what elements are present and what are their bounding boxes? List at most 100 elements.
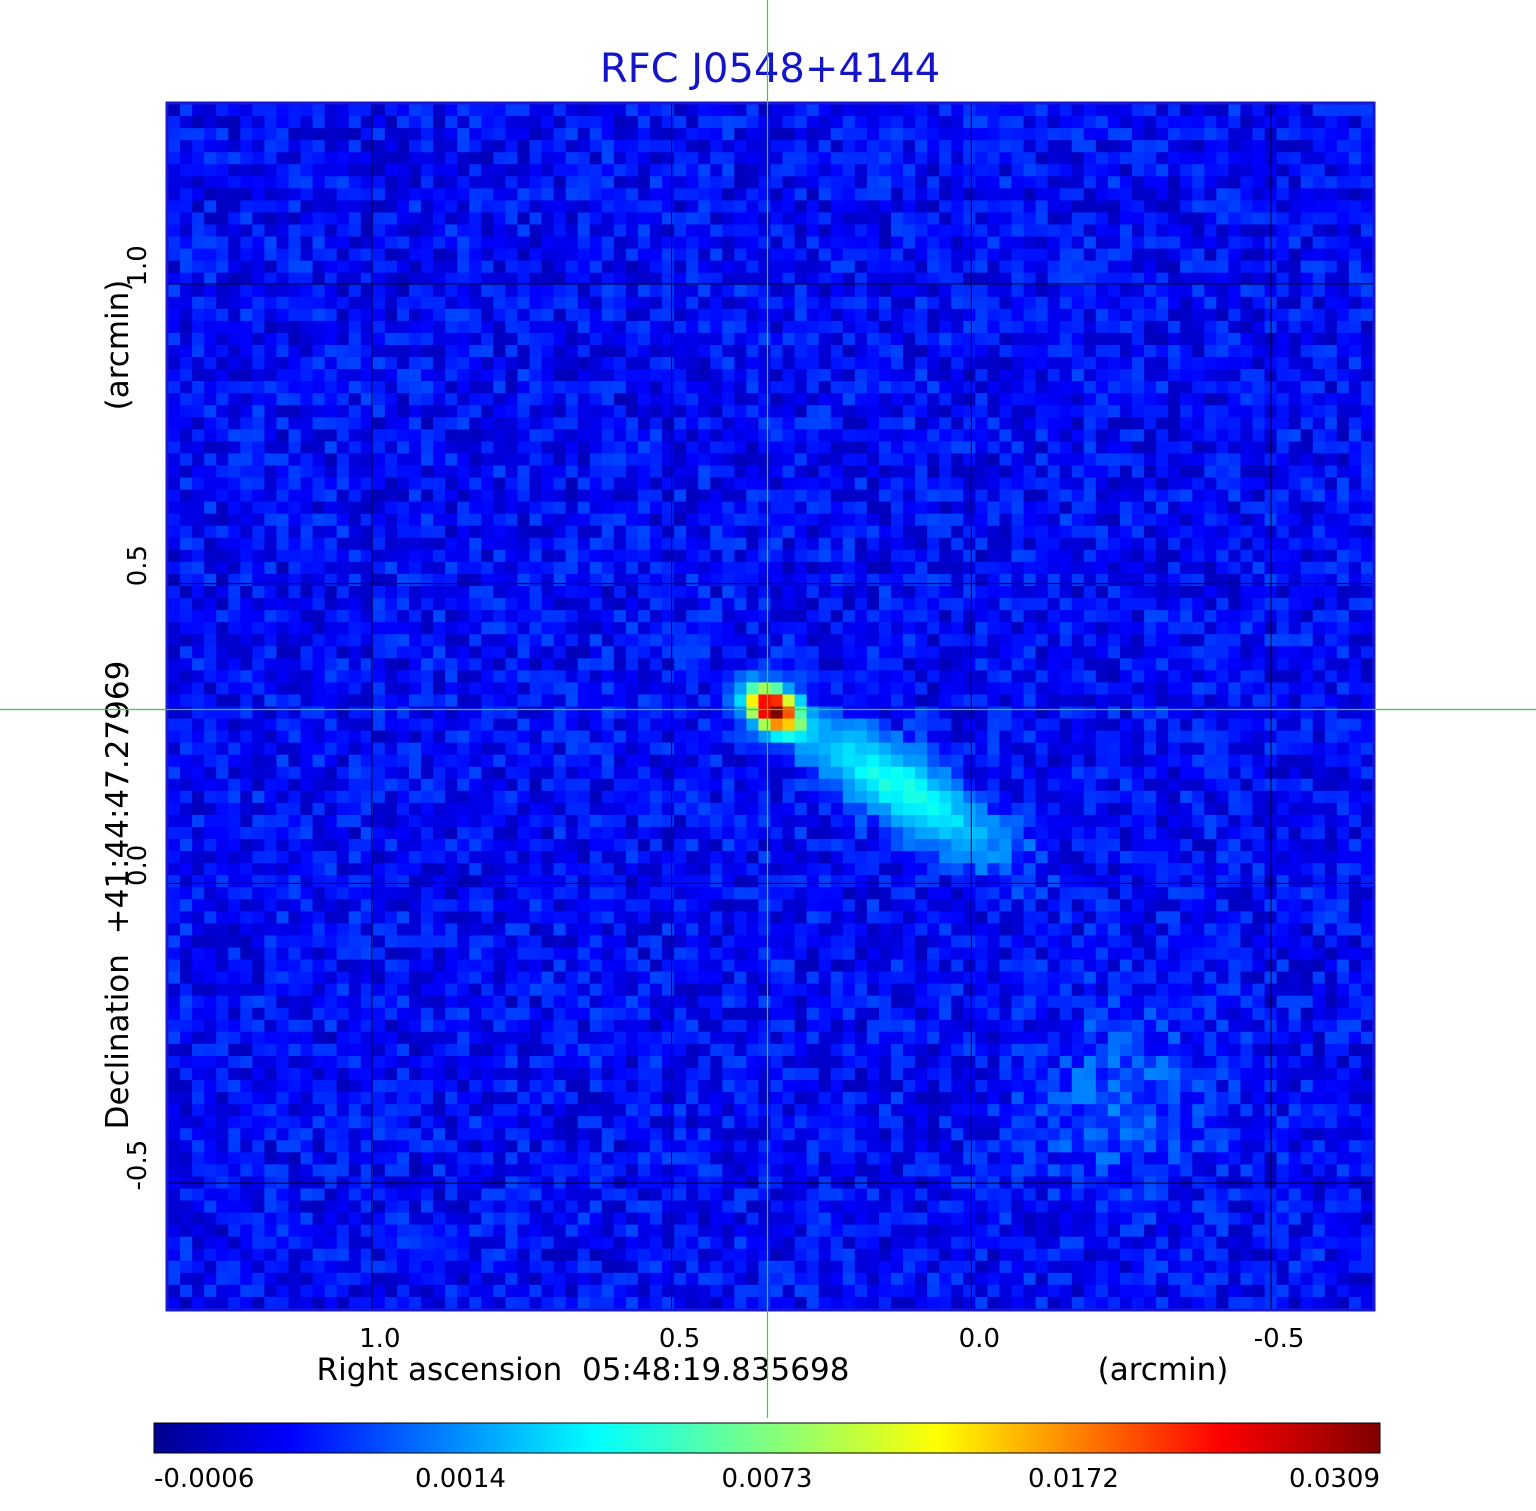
heatmap-cell: [662, 308, 675, 322]
heatmap-cell: [1252, 561, 1266, 575]
heatmap-cell: [1288, 224, 1302, 238]
heatmap-cell: [878, 369, 892, 382]
heatmap-cell: [372, 549, 386, 563]
heatmap-cell: [1083, 549, 1097, 563]
heatmap-cell: [987, 104, 1001, 117]
heatmap-cell: [878, 465, 892, 479]
heatmap-cell: [1132, 296, 1145, 310]
heatmap-cell: [493, 272, 506, 286]
heatmap-cell: [1059, 477, 1073, 491]
heatmap-cell: [746, 429, 760, 442]
heatmap-cell: [1107, 429, 1121, 442]
heatmap-cell: [336, 176, 350, 189]
heatmap-cell: [637, 116, 651, 129]
heatmap-cell: [1348, 405, 1362, 418]
heatmap-cell: [396, 284, 410, 298]
heatmap-cell: [999, 525, 1013, 539]
heatmap-cell: [601, 598, 615, 611]
heatmap-cell: [1035, 176, 1049, 189]
heatmap-cell: [1059, 405, 1073, 418]
heatmap-cell: [1204, 537, 1217, 551]
heatmap-cell: [1192, 634, 1205, 647]
heatmap-cell: [1144, 381, 1157, 394]
heatmap-cell: [1119, 357, 1133, 370]
heatmap-cell: [1276, 429, 1290, 442]
heatmap-cell: [1216, 248, 1229, 262]
heatmap-cell: [927, 670, 940, 683]
heatmap-cell: [1071, 682, 1085, 696]
heatmap-cell: [1204, 284, 1217, 298]
heatmap-cell: [915, 610, 928, 623]
heatmap-cell: [505, 332, 519, 346]
heatmap-cell: [854, 104, 868, 117]
heatmap-cell: [842, 128, 856, 141]
heatmap-cell: [1035, 116, 1049, 129]
heatmap-cell: [541, 381, 555, 394]
heatmap-cell: [1011, 393, 1025, 406]
heatmap-cell: [433, 610, 446, 623]
heatmap-cell: [288, 489, 302, 503]
heatmap-cell: [686, 501, 699, 515]
heatmap-cell: [565, 417, 579, 430]
heatmap-cell: [794, 682, 808, 696]
heatmap-cell: [662, 200, 675, 214]
heatmap-cell: [963, 236, 976, 250]
heatmap-cell: [384, 393, 398, 406]
heatmap-cell: [481, 332, 494, 346]
heatmap-cell: [1119, 116, 1133, 129]
heatmap-cell: [1107, 598, 1121, 611]
heatmap-cell: [577, 188, 591, 201]
heatmap-cell: [264, 116, 278, 129]
heatmap-cell: [1240, 104, 1254, 117]
heatmap-cell: [409, 357, 422, 370]
heatmap-cell: [818, 332, 832, 346]
heatmap-cell: [613, 453, 627, 467]
heatmap-cell: [674, 140, 687, 153]
heatmap-cell: [1228, 549, 1242, 563]
heatmap-cell: [806, 345, 820, 358]
heatmap-cell: [613, 224, 627, 238]
heatmap-cell: [1324, 501, 1338, 515]
heatmap-cell: [915, 682, 928, 696]
heatmap-cell: [1035, 272, 1049, 286]
heatmap-cell: [276, 296, 290, 310]
heatmap-cell: [505, 573, 519, 587]
heatmap-cell: [1192, 622, 1205, 635]
heatmap-cell: [1336, 188, 1350, 201]
heatmap-cell: [252, 284, 265, 298]
heatmap-cell: [915, 489, 928, 503]
heatmap-cell: [1360, 224, 1373, 238]
heatmap-cell: [1276, 345, 1290, 358]
heatmap-cell: [866, 658, 880, 671]
heatmap-cell: [854, 140, 868, 153]
heatmap-cell: [1144, 477, 1157, 491]
heatmap-cell: [758, 200, 772, 214]
heatmap-cell: [891, 104, 904, 117]
heatmap-cell: [360, 320, 374, 334]
heatmap-cell: [1071, 622, 1085, 635]
heatmap-cell: [252, 405, 265, 418]
heatmap-cell: [794, 188, 808, 201]
heatmap-cell: [710, 573, 723, 587]
heatmap-cell: [891, 164, 904, 177]
heatmap-cell: [746, 272, 760, 286]
heatmap-cell: [216, 453, 229, 467]
heatmap-cell: [1083, 670, 1097, 683]
heatmap-cell: [409, 501, 422, 515]
heatmap-cell: [625, 405, 639, 418]
heatmap-cell: [421, 236, 434, 250]
heatmap-cell: [168, 694, 181, 708]
heatmap-cell: [915, 332, 928, 346]
heatmap-cell: [963, 308, 976, 322]
heatmap-cell: [1083, 128, 1097, 141]
heatmap-cell: [878, 104, 892, 117]
heatmap-cell: [1107, 128, 1121, 141]
heatmap-cell: [1107, 501, 1121, 515]
heatmap-cell: [396, 357, 410, 370]
heatmap-cell: [818, 610, 832, 623]
heatmap-cell: [168, 525, 181, 539]
heatmap-cell: [1204, 308, 1217, 322]
heatmap-cell: [1324, 176, 1338, 189]
heatmap-cell: [951, 549, 964, 563]
heatmap-cell: [577, 417, 591, 430]
